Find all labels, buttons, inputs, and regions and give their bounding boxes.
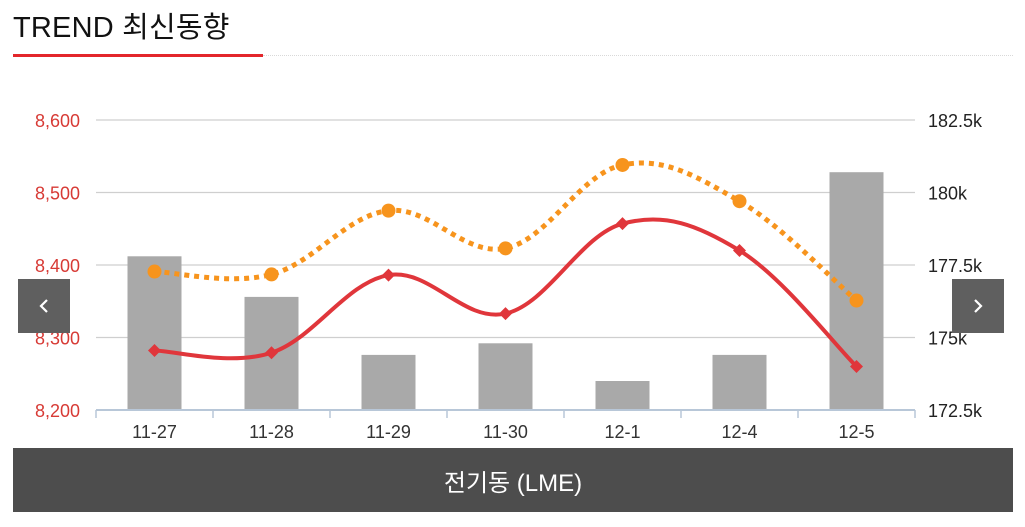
series-point-red [265,346,278,360]
x-tick-label: 11-27 [132,422,177,442]
chevron-right-icon [974,299,983,313]
series-line-orange [154,160,859,303]
series-point-orange [732,194,747,209]
chart-grid [96,119,915,339]
chevron-left-icon [39,299,48,313]
x-tick-label: 12-5 [838,422,874,442]
y-left-tick-label: 8,300 [35,329,80,349]
bar [127,256,182,410]
series-point-orange [615,157,630,172]
series-point-red [850,360,863,373]
y-left-tick-label: 8,600 [35,111,80,131]
series-point-orange [381,203,396,218]
chart-axes: 8,200 172.5k 8,300 175k 8,400 177.5k 8,500 180k… [35,111,983,442]
title-underline [13,54,263,57]
y-right-tick-label: 177.5k [928,256,983,276]
bar [712,354,767,410]
y-left-tick-label: 8,500 [35,184,80,204]
y-right-tick-label: 172.5k [928,401,983,421]
series-point-red [148,344,161,358]
series-point-orange [264,267,279,282]
series-point-orange [147,264,162,279]
y-right-tick-label: 180k [928,184,968,204]
chart-caption-bar: 전기동 (LME) [13,448,1013,512]
x-tick-label: 12-4 [721,422,757,442]
bar [361,354,416,410]
x-tick-label: 11-28 [249,422,294,442]
bar [595,381,650,410]
series-point-red [382,268,395,282]
series-point-red [616,217,629,231]
page-title: TREND 최신동향 [13,12,230,44]
series-point-orange [849,293,864,308]
chart-bars [127,172,884,410]
x-tick-label: 11-30 [483,422,528,442]
series-point-red [733,244,746,257]
y-left-tick-label: 8,400 [35,256,80,276]
y-right-tick-label: 175k [928,329,968,349]
chart-caption: 전기동 (LME) [443,469,583,497]
bar [829,172,884,410]
x-tick-label: 11-29 [366,422,411,442]
series-point-red [499,307,512,321]
y-right-tick-label: 182.5k [928,111,983,131]
chart-markers [147,157,864,373]
next-button[interactable] [952,279,1004,333]
bar [478,343,533,410]
x-tick-label: 12-1 [604,422,640,442]
y-left-tick-label: 8,200 [35,401,80,421]
trend-chart: 8,200 172.5k 8,300 175k 8,400 177.5k 8,500 180k… [35,111,983,442]
title-divider [263,55,1013,56]
series-point-orange [498,241,513,256]
prev-button[interactable] [18,279,70,333]
